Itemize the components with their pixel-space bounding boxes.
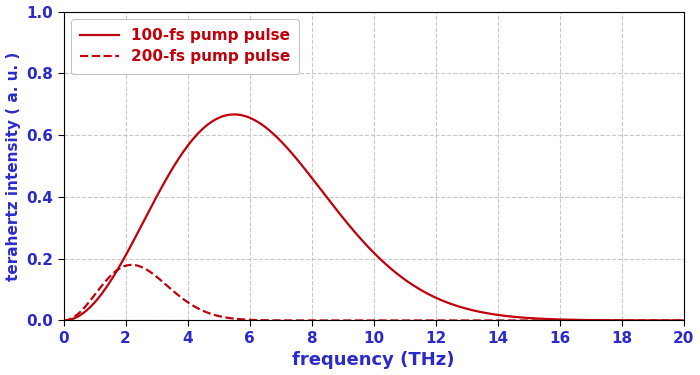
100-fs pump pulse	[510, 315, 519, 319]
Line: 200-fs pump pulse: 200-fs pump pulse	[64, 265, 684, 321]
200-fs pump pulse	[661, 318, 669, 323]
Y-axis label: terahertz intensity ( a. u. ): terahertz intensity ( a. u. )	[6, 51, 20, 280]
200-fs pump pulse	[630, 318, 638, 323]
100-fs pump pulse	[325, 198, 333, 202]
100-fs pump pulse	[230, 112, 238, 117]
100-fs pump pulse	[354, 234, 363, 238]
Legend: 100-fs pump pulse, 200-fs pump pulse: 100-fs pump pulse, 200-fs pump pulse	[71, 19, 299, 74]
200-fs pump pulse	[320, 318, 328, 323]
200-fs pump pulse	[354, 318, 363, 323]
X-axis label: frequency (THz): frequency (THz)	[293, 351, 455, 369]
100-fs pump pulse	[320, 192, 328, 196]
200-fs pump pulse	[680, 318, 688, 323]
Line: 100-fs pump pulse: 100-fs pump pulse	[64, 114, 684, 321]
200-fs pump pulse	[127, 262, 136, 267]
200-fs pump pulse	[60, 318, 68, 323]
100-fs pump pulse	[680, 318, 688, 323]
200-fs pump pulse	[325, 318, 333, 323]
200-fs pump pulse	[510, 318, 519, 323]
100-fs pump pulse	[630, 318, 638, 322]
100-fs pump pulse	[60, 318, 68, 323]
100-fs pump pulse	[661, 318, 669, 323]
